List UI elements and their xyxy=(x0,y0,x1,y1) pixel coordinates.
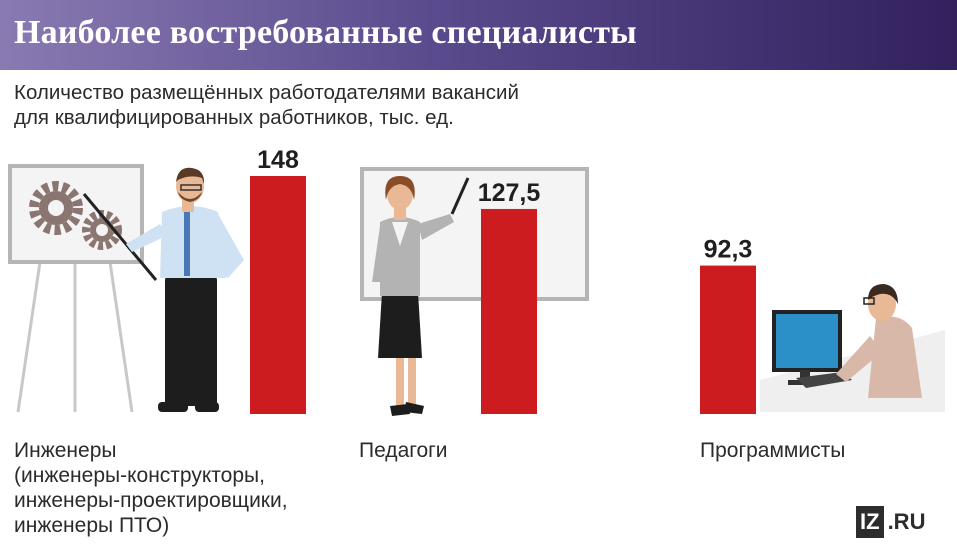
subtitle-line-1: Количество размещённых работодателями ва… xyxy=(14,81,519,104)
header-banner: Наиболее востребованные специалисты xyxy=(0,0,957,70)
pointer-stick xyxy=(450,177,470,215)
bar-2 xyxy=(481,208,537,414)
pointer-stick xyxy=(82,193,158,281)
bar-value-label: 127,5 xyxy=(478,179,541,207)
logo-box: IZ xyxy=(856,506,884,538)
bar-3 xyxy=(700,265,756,414)
category-label-line: Программисты xyxy=(700,439,846,462)
bar-1 xyxy=(250,176,306,414)
logo-text: .RU xyxy=(887,509,926,534)
bar-value-label: 148 xyxy=(257,146,299,174)
category-label-programmers: Программисты xyxy=(700,438,845,463)
category-label-line: Педагоги xyxy=(359,439,448,462)
chart-subtitle: Количество размещённых работодателями ва… xyxy=(14,80,654,130)
category-label-line: (инженеры-конструкторы, xyxy=(14,464,265,487)
category-label-line: инженеры ПТО) xyxy=(14,514,170,537)
category-label-engineers: Инженеры (инженеры-конструкторы, инженер… xyxy=(14,438,288,538)
gear-icon xyxy=(29,181,83,235)
engineer-figure xyxy=(126,167,244,412)
category-label-line: Инженеры xyxy=(14,439,117,462)
category-label-teachers: Педагоги xyxy=(359,438,448,463)
subtitle-line-2: для квалифицированных работников, тыс. е… xyxy=(14,106,454,129)
teacher-figure xyxy=(372,176,454,416)
category-label-line: инженеры-проектировщики, xyxy=(14,489,288,512)
page-title: Наиболее востребованные специалисты xyxy=(14,14,637,51)
bar-value-label: 92,3 xyxy=(704,236,753,264)
programmer-illustration xyxy=(760,284,945,412)
iz-ru-logo: IZ .RU xyxy=(856,505,925,539)
bars-group: 148 127,5 92,3 xyxy=(250,146,756,414)
